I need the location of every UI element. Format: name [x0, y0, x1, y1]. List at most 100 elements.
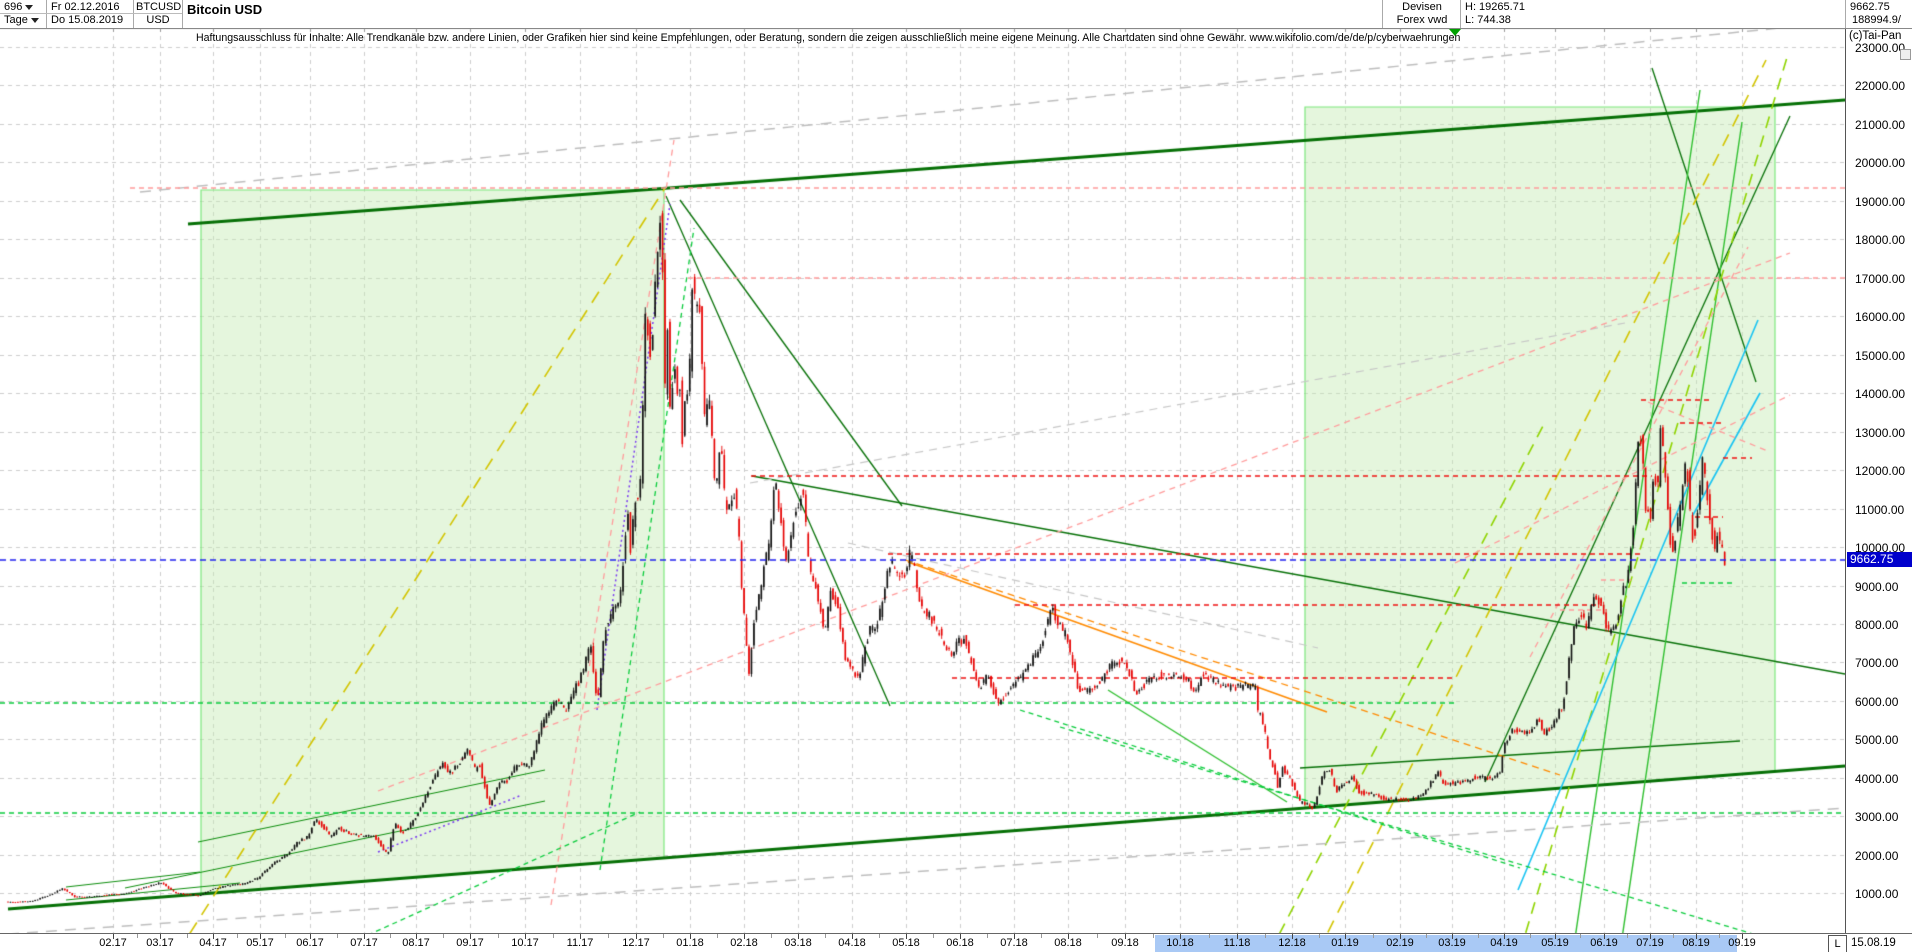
time-axis-label: 07.17: [350, 937, 378, 949]
time-axis-minor-tick: [390, 934, 391, 938]
time-axis-label: 08.19: [1682, 937, 1710, 949]
time-axis-label: 07.18: [1000, 937, 1028, 949]
price-axis-label: 20000.00: [1855, 156, 1906, 171]
time-axis-label: 06.18: [946, 937, 974, 949]
time-axis-tick: [798, 934, 799, 939]
time-axis-minor-tick: [552, 934, 554, 938]
price-axis-label: 12000.00: [1855, 464, 1906, 479]
time-axis-label: 08.18: [1054, 937, 1082, 949]
time-axis-tick: [1292, 934, 1293, 939]
time-axis-tick: [113, 934, 114, 939]
time-axis-label: 04.17: [199, 937, 227, 949]
time-axis-label: 09.17: [456, 937, 484, 949]
time-axis-tick: [1650, 934, 1651, 939]
time-axis-tick: [213, 934, 214, 939]
price-axis: (c)Tai-Pan 9662.75 23000.00 22000.00 21000…: [1845, 28, 1912, 933]
time-axis-tick: [1068, 934, 1069, 939]
sort-triangle-icon: [1449, 29, 1461, 36]
current-price-badge: 9662.75: [1847, 552, 1912, 567]
time-axis-label: 05.17: [246, 937, 274, 949]
time-axis-minor-tick: [1318, 934, 1320, 938]
time-axis-tick: [1742, 934, 1743, 939]
disclaimer-text: Haftungsausschluss für Inhalte: Alle Tre…: [196, 32, 1461, 44]
time-axis-label: 10.18: [1166, 937, 1194, 949]
last-date-label: 15.08.19: [1851, 937, 1896, 949]
time-axis-label: 03.18: [784, 937, 812, 949]
time-axis-minor-tick: [717, 934, 718, 938]
dropdown-arrow-icon: [25, 4, 34, 10]
price-axis-label: 2000.00: [1855, 848, 1899, 863]
time-axis-tick: [416, 934, 417, 939]
price-axis-label: 10000.00: [1855, 541, 1906, 556]
time-axis-minor-tick: [1478, 934, 1479, 938]
price-axis-label: 19000.00: [1855, 194, 1906, 209]
time-axis-tick: [160, 934, 161, 939]
time-axis-label: 03.17: [146, 937, 174, 949]
last-price: 9662.75: [1850, 1, 1890, 13]
price-axis-label: 8000.00: [1855, 617, 1899, 632]
time-axis-label: 06.19: [1590, 937, 1618, 949]
time-axis-tick: [1180, 934, 1181, 939]
time-axis-tick: [1604, 934, 1605, 939]
price-axis-label: 5000.00: [1855, 733, 1899, 748]
symbol-currency: USD: [146, 14, 170, 26]
time-axis-tick: [960, 934, 961, 939]
date-to[interactable]: Do 15.08.2019: [51, 14, 124, 26]
price-axis-label: 7000.00: [1855, 656, 1899, 671]
price-axis-label: 9000.00: [1855, 579, 1899, 594]
time-axis-label: 05.19: [1541, 937, 1569, 949]
time-axis-minor-tick: [186, 934, 188, 938]
time-axis-minor-tick: [1529, 934, 1531, 938]
time-axis-label: 09.18: [1111, 937, 1139, 949]
time-axis: L 15.08.19 02.17 03.17 04.17 05.17 06.17 07.1…: [0, 933, 1912, 952]
price-axis-label: 15000.00: [1855, 348, 1906, 363]
data-source: Forex vwd: [1396, 14, 1448, 26]
period-type-dropdown[interactable]: Tage: [4, 14, 39, 27]
market-type: Devisen: [1402, 1, 1442, 13]
price-axis-label: 1000.00: [1855, 887, 1899, 902]
time-axis-label: 05.18: [892, 937, 920, 949]
date-from[interactable]: Fr 02.12.2016: [51, 1, 120, 13]
periods-dropdown[interactable]: 696: [4, 1, 34, 14]
high-value: H: 19265.71: [1465, 1, 1525, 13]
time-axis-tick: [1237, 934, 1238, 939]
time-axis-label: 07.19: [1636, 937, 1664, 949]
time-axis-minor-tick: [1152, 934, 1154, 938]
time-axis-minor-tick: [497, 934, 499, 938]
time-axis-minor-tick: [337, 934, 338, 938]
chart-header: 696 Tage Fr 02.12.2016 Do 15.08.2019 BTC…: [0, 0, 1912, 29]
time-axis-tick: [1555, 934, 1556, 939]
time-axis-minor-tick: [1426, 934, 1427, 938]
time-axis-tick: [580, 934, 581, 939]
resize-handle-icon[interactable]: [1900, 49, 1911, 60]
time-axis-minor-tick: [236, 934, 238, 938]
price-axis-label: 6000.00: [1855, 694, 1899, 709]
time-axis-minor-tick: [285, 934, 286, 938]
time-axis-label: 04.18: [838, 937, 866, 949]
time-axis-label: 09.19: [1728, 937, 1756, 949]
time-axis-tick: [1400, 934, 1401, 939]
time-axis-tick: [525, 934, 526, 939]
price-axis-label: 22000.00: [1855, 79, 1906, 94]
time-axis-minor-tick: [1264, 934, 1266, 938]
price-axis-label: 3000.00: [1855, 810, 1899, 825]
time-axis-label: 08.17: [402, 937, 430, 949]
time-axis-minor-tick: [663, 934, 664, 938]
price-axis-label: 23000.00: [1855, 41, 1906, 55]
time-axis-label: 11.17: [566, 937, 594, 949]
price-axis-label: 4000.00: [1855, 771, 1899, 786]
time-axis-minor-tick: [443, 934, 444, 938]
price-axis-label: 17000.00: [1855, 271, 1906, 286]
time-axis-label: 03.19: [1438, 937, 1466, 949]
time-axis-tick: [1452, 934, 1453, 939]
time-axis-tick: [852, 934, 853, 939]
time-axis-minor-tick: [825, 934, 826, 938]
time-axis-minor-tick: [879, 934, 880, 938]
axis-end-box[interactable]: L: [1828, 935, 1847, 952]
candlestick-chart-canvas[interactable]: [0, 0, 1845, 933]
time-axis-minor-tick: [1673, 934, 1674, 938]
time-axis-tick: [636, 934, 637, 939]
low-value: L: 744.38: [1465, 14, 1511, 26]
selected-range-highlight: [1155, 935, 1737, 952]
